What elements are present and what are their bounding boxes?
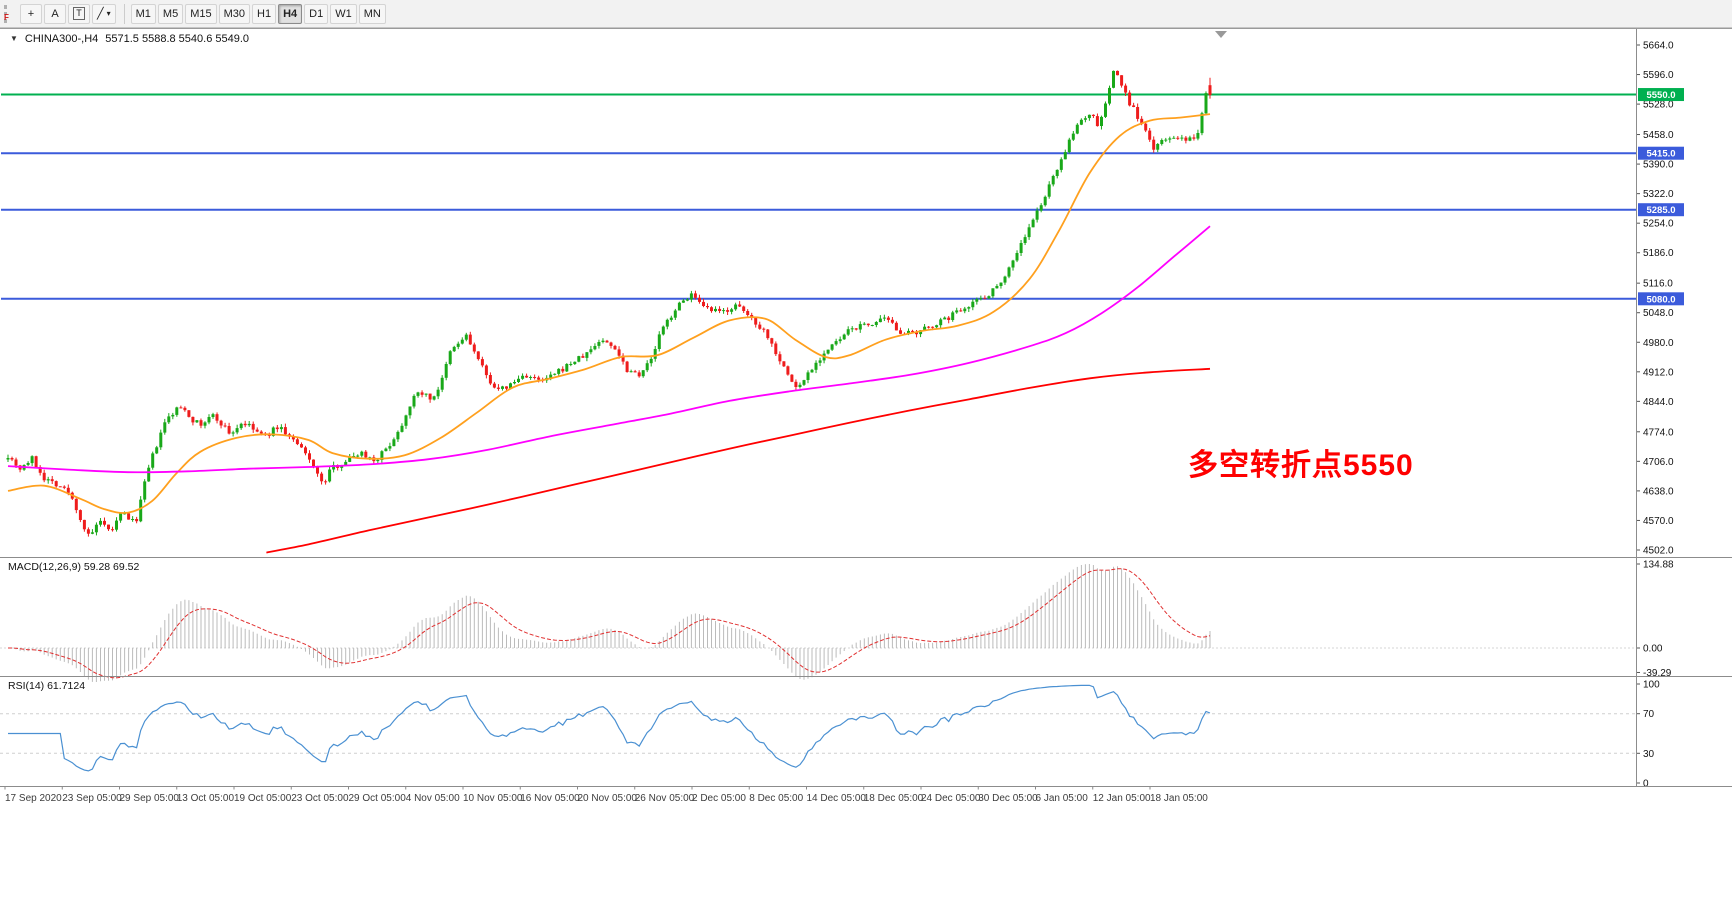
svg-text:5550.0: 5550.0 (1646, 90, 1675, 101)
symbol-marker-icon: ▼ (10, 33, 18, 43)
top-toolbar: F + A T ╱ ▾ M1 M5 M15 M30 H1 H4 D1 W1 MN (0, 0, 1732, 28)
cursor-tool-icon: + (27, 7, 35, 20)
svg-text:5415.0: 5415.0 (1646, 149, 1675, 160)
timeframe-m1-button[interactable]: M1 (130, 3, 156, 24)
timeframe-m5-button[interactable]: M5 (157, 3, 184, 24)
svg-text:13 Oct 05:00: 13 Oct 05:00 (177, 793, 235, 804)
svg-text:5048.0: 5048.0 (1643, 308, 1674, 319)
dropdown-caret-icon: ▾ (106, 9, 111, 18)
timeframe-mn-button[interactable]: MN (358, 3, 386, 24)
chart-title: CHINA300-,H4 (24, 33, 99, 45)
svg-text:30 Dec 05:00: 30 Dec 05:00 (978, 793, 1038, 804)
text-label-tool-icon: T (73, 7, 85, 20)
fast-ma-line (7, 113, 1211, 514)
svg-text:4980.0: 4980.0 (1643, 338, 1674, 349)
candles-layer (6, 70, 1212, 537)
svg-text:12 Jan 05:00: 12 Jan 05:00 (1093, 793, 1151, 804)
rsi-indicator-label: RSI(14) 61.7124 (8, 680, 86, 692)
svg-text:4844.0: 4844.0 (1643, 397, 1674, 408)
svg-text:100: 100 (1643, 680, 1660, 691)
drawing-tools-group: + A T ╱ ▾ (20, 3, 118, 24)
moving-averages-layer (7, 113, 1211, 554)
shapes-tool-button[interactable]: ╱ ▾ (92, 3, 116, 24)
svg-text:30: 30 (1643, 749, 1655, 760)
cursor-tool-button[interactable]: + (20, 3, 42, 24)
chart-shift-marker (1215, 31, 1227, 38)
svg-text:23 Sep 05:00: 23 Sep 05:00 (62, 793, 122, 804)
svg-text:134.88: 134.88 (1643, 560, 1674, 571)
medium-ma-line (7, 225, 1211, 474)
svg-text:5322.0: 5322.0 (1643, 189, 1674, 200)
svg-text:5285.0: 5285.0 (1646, 205, 1675, 216)
svg-text:4706.0: 4706.0 (1643, 457, 1674, 468)
svg-text:0: 0 (1643, 779, 1649, 790)
panel-separators-layer (0, 29, 1732, 787)
svg-text:70: 70 (1643, 709, 1655, 720)
svg-text:16 Nov 05:00: 16 Nov 05:00 (520, 793, 580, 804)
svg-text:4 Nov 05:00: 4 Nov 05:00 (406, 793, 460, 804)
svg-text:5254.0: 5254.0 (1643, 219, 1674, 230)
svg-text:29 Oct 05:00: 29 Oct 05:00 (349, 793, 407, 804)
svg-text:2 Dec 05:00: 2 Dec 05:00 (692, 793, 746, 804)
svg-text:10 Nov 05:00: 10 Nov 05:00 (463, 793, 523, 804)
toolbar-separator (123, 3, 125, 24)
svg-text:19 Oct 05:00: 19 Oct 05:00 (234, 793, 292, 804)
svg-text:5116.0: 5116.0 (1643, 279, 1673, 290)
timeframe-h1-button[interactable]: H1 (252, 3, 277, 24)
svg-text:29 Sep 05:00: 29 Sep 05:00 (120, 793, 180, 804)
price-axis-layer: 5664.0 5596.0 5528.0 5458.0 5390.0 5322.0 5254… (1636, 41, 1674, 790)
svg-text:18 Jan 05:00: 18 Jan 05:00 (1150, 793, 1208, 804)
svg-text:20 Nov 05:00: 20 Nov 05:00 (578, 793, 638, 804)
chart-header: ▼ CHINA300-,H4 5571.5 5588.8 5540.6 5549… (10, 33, 249, 45)
svg-text:5664.0: 5664.0 (1643, 41, 1674, 52)
svg-text:8 Dec 05:00: 8 Dec 05:00 (749, 793, 803, 804)
timeframe-m30-button[interactable]: M30 (218, 3, 251, 24)
timeframe-buttons-group: M1 M5 M15 M30 H1 H4 D1 W1 MN (130, 3, 388, 24)
svg-text:0.00: 0.00 (1643, 644, 1663, 655)
price-badges-layer: 5550.0 5415.0 5285.0 5080.0 (1638, 88, 1684, 306)
chart-ohlc-values: 5571.5 5588.8 5540.6 5549.0 (105, 33, 250, 45)
svg-text:5080.0: 5080.0 (1646, 294, 1675, 305)
svg-text:14 Dec 05:00: 14 Dec 05:00 (807, 793, 867, 804)
svg-text:17 Sep 2020: 17 Sep 2020 (5, 793, 62, 804)
text-label-tool-button[interactable]: T (68, 3, 90, 24)
timeframe-w1-button[interactable]: W1 (330, 3, 357, 24)
svg-text:24 Dec 05:00: 24 Dec 05:00 (921, 793, 981, 804)
svg-text:5186.0: 5186.0 (1643, 248, 1674, 259)
svg-text:4502.0: 4502.0 (1643, 546, 1674, 557)
svg-text:4912.0: 4912.0 (1643, 367, 1674, 378)
horizontal-lines-layer[interactable] (1, 93, 1636, 300)
svg-text:5528.0: 5528.0 (1643, 100, 1674, 111)
svg-text:5596.0: 5596.0 (1643, 70, 1674, 81)
svg-text:5458.0: 5458.0 (1643, 130, 1674, 141)
timeframe-m15-button[interactable]: M15 (185, 3, 217, 24)
chart-text-annotation[interactable]: 多空转折点5550 (1188, 449, 1414, 482)
svg-text:4570.0: 4570.0 (1643, 516, 1674, 527)
text-tool-icon: A (51, 7, 59, 20)
toolbar-grip[interactable]: F (4, 4, 16, 23)
svg-text:4638.0: 4638.0 (1643, 486, 1674, 497)
rsi-layer (0, 684, 1636, 772)
svg-text:23 Oct 05:00: 23 Oct 05:00 (291, 793, 349, 804)
toolbar-grip-label: F (4, 12, 9, 22)
slow-ma-line (266, 367, 1211, 554)
macd-layer (0, 564, 1636, 682)
svg-text:26 Nov 05:00: 26 Nov 05:00 (635, 793, 695, 804)
timeframe-h4-button[interactable]: H4 (278, 3, 303, 24)
svg-text:4774.0: 4774.0 (1643, 427, 1674, 438)
timeframe-d1-button[interactable]: D1 (304, 3, 329, 24)
svg-text:-39.29: -39.29 (1643, 668, 1672, 679)
svg-text:6 Jan 05:00: 6 Jan 05:00 (1036, 793, 1089, 804)
macd-indicator-label: MACD(12,26,9) 59.28 69.52 (8, 561, 140, 573)
svg-text:18 Dec 05:00: 18 Dec 05:00 (864, 793, 924, 804)
text-tool-button[interactable]: A (44, 3, 66, 24)
shapes-tool-icon: ╱ (97, 8, 104, 20)
chart-window[interactable]: 17 Sep 2020 23 Sep 05:00 29 Sep 05:00 13 Oc… (0, 28, 1732, 897)
svg-text:5390.0: 5390.0 (1643, 160, 1674, 171)
